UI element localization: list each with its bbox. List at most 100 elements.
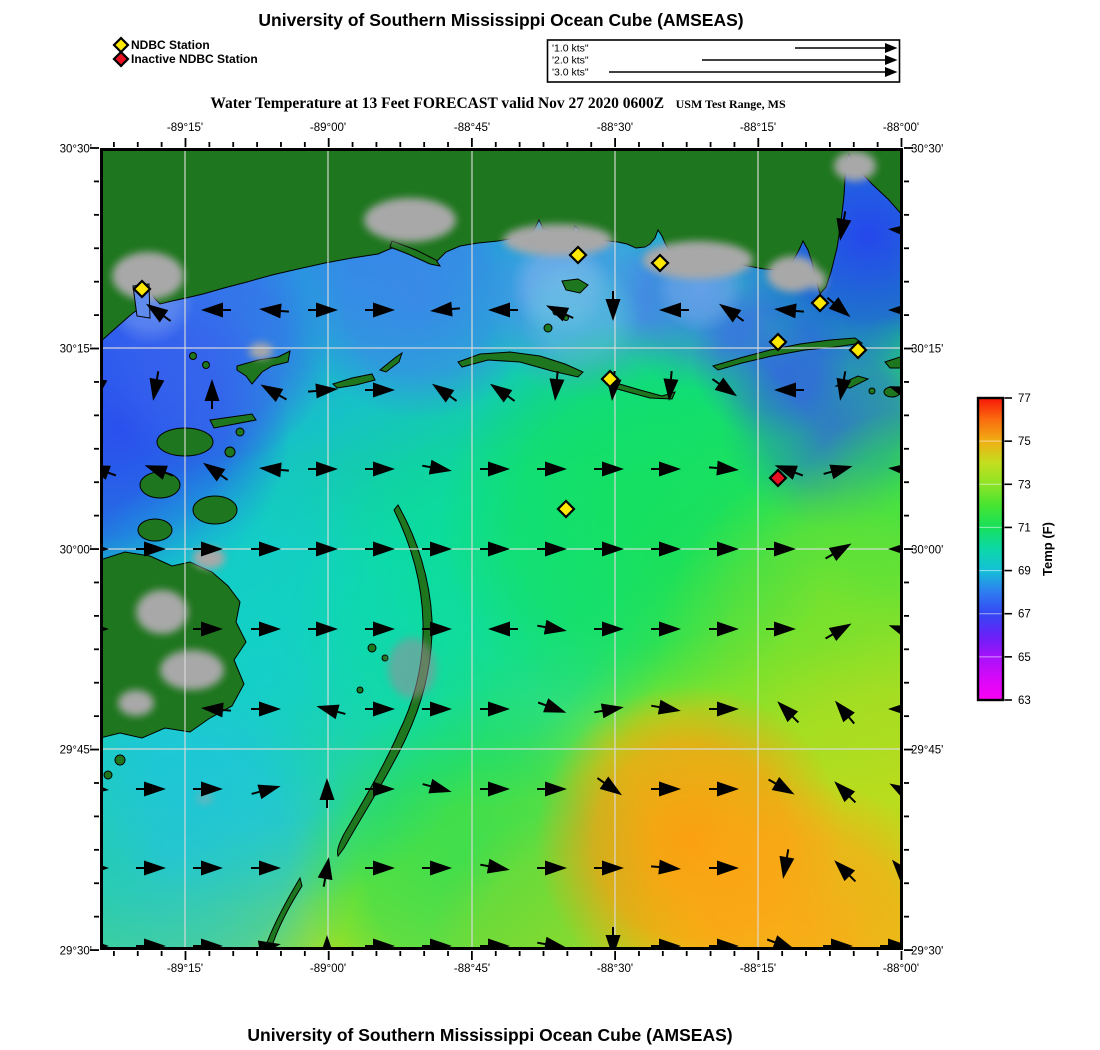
- inactive-ndbc-station-legend-label: Inactive NDBC Station: [131, 52, 258, 66]
- current-vector-arrow: [308, 621, 338, 637]
- current-vector-arrow: [422, 778, 452, 794]
- current-vector-arrow: [823, 464, 853, 480]
- lon-axis-label: -88°45': [454, 122, 490, 134]
- colorbar-tick-label: 69: [1018, 566, 1031, 578]
- vector-scale-label: '2.0 kts": [552, 55, 589, 67]
- deer-island: [561, 278, 589, 294]
- current-vector-arrow: [888, 223, 902, 239]
- horn-island: [457, 351, 584, 378]
- islet: [103, 770, 113, 780]
- dauphin-island: [711, 337, 864, 371]
- current-vector-arrow: [365, 701, 395, 717]
- current-vector-arrow: [594, 541, 624, 557]
- colorbar-tick-label: 67: [1018, 609, 1031, 621]
- vector-scale-row: '1.0 kts": [552, 43, 898, 55]
- current-vector-arrow: [777, 701, 800, 724]
- current-vector-arrow: [709, 860, 739, 876]
- current-vector-arrow: [651, 938, 681, 949]
- current-vector-arrow: [834, 860, 857, 883]
- lon-axis-label: -89°00': [310, 122, 346, 134]
- ndbc-station-legend-label: NDBC Station: [131, 38, 210, 52]
- page-title: University of Southern Mississippi Ocean…: [258, 10, 743, 30]
- current-vector-arrow: [537, 860, 567, 876]
- lat-axis-label: 30°00': [911, 545, 943, 557]
- temp-blob: [101, 665, 360, 949]
- current-vector-arrow: [101, 865, 109, 871]
- current-vector-arrow: [259, 303, 290, 319]
- marsh-spit: [209, 413, 257, 429]
- ship-island-east: [378, 351, 403, 373]
- current-vector-arrow: [480, 858, 510, 874]
- current-vector-arrow: [480, 781, 510, 797]
- ndbc-station-marker: [568, 245, 588, 265]
- current-vector-arrow: [651, 461, 681, 477]
- current-vector-arrow: [537, 781, 567, 797]
- colorbar-tick-label: 75: [1018, 436, 1031, 448]
- current-vector-arrow: [193, 860, 223, 876]
- lat-axis-label: 29°45': [60, 745, 92, 757]
- current-vector-arrow: [825, 543, 852, 561]
- vector-scale-arrow-head: [885, 55, 898, 65]
- current-vector-arrow: [193, 938, 223, 949]
- current-vector-arrow: [204, 379, 220, 409]
- current-vector-arrow: [768, 777, 795, 795]
- lat-axis-label: 30°15': [911, 344, 943, 356]
- current-vector-arrow: [651, 621, 681, 637]
- pass-christian-spit: [389, 240, 442, 267]
- current-vector-arrow: [834, 781, 857, 804]
- current-vector-arrow: [144, 465, 174, 480]
- current-vector-arrow: [594, 703, 624, 719]
- colorbar-tick-label: 73: [1018, 479, 1031, 491]
- current-vector-arrow: [779, 849, 795, 879]
- current-vector-arrow: [365, 781, 395, 797]
- colorbar-tick-label: 77: [1018, 393, 1031, 405]
- lat-axis-label: 29°30': [60, 946, 92, 958]
- current-vector-arrow: [537, 461, 567, 477]
- petit-bois-island: [613, 382, 676, 400]
- current-vector-arrow: [251, 784, 281, 800]
- current-vector-arrow: [430, 301, 461, 317]
- current-vector-arrow: [836, 211, 852, 241]
- ndbc-station-marker: [132, 279, 152, 299]
- current-vector-arrow: [101, 626, 109, 632]
- current-vector-arrow: [317, 857, 333, 887]
- current-vector-arrow: [101, 546, 109, 552]
- current-vector-arrow: [193, 541, 223, 557]
- current-vector-arrow: [709, 621, 739, 637]
- vector-scale-label: '1.0 kts": [552, 43, 589, 55]
- islet: [114, 754, 126, 766]
- current-vector-arrow: [488, 302, 518, 318]
- ndbc-station-marker: [848, 340, 868, 360]
- axis-labels: -89°15' -89°15' -89°00' -89°00' -88°45' -88°4…: [60, 122, 944, 975]
- current-vector-arrow: [774, 465, 804, 480]
- current-vector-arrow: [365, 541, 395, 557]
- current-vector-arrow: [365, 938, 395, 949]
- vector-scale-label: '3.0 kts": [552, 67, 589, 79]
- lon-axis-label: -88°30': [597, 122, 633, 134]
- current-vector-arrow: [136, 781, 166, 797]
- lon-axis-label: -89°15': [167, 122, 203, 134]
- shore-fragment: [884, 355, 902, 369]
- colorbar-border: [976, 396, 1005, 702]
- current-vector-arrow: [596, 776, 623, 796]
- islet: [224, 446, 236, 458]
- current-vector-arrow: [251, 701, 281, 717]
- current-vector-arrow: [489, 383, 516, 403]
- vector-scale-row: '3.0 kts": [552, 67, 898, 79]
- current-vector-arrow: [136, 860, 166, 876]
- current-vector-arrow: [718, 303, 745, 323]
- colorbar-title: Temp (F): [1040, 522, 1055, 576]
- lon-axis-label: -88°00': [883, 963, 919, 975]
- current-vector-arrow: [316, 704, 346, 720]
- current-vector-arrow: [605, 927, 621, 949]
- current-vector-arrow: [480, 461, 510, 477]
- current-vector-arrow: [307, 383, 338, 399]
- current-vector-arrow: [891, 859, 902, 882]
- current-vector-arrow: [834, 700, 855, 725]
- current-vector-arrow: [823, 938, 853, 949]
- current-vector-arrow: [201, 702, 232, 718]
- current-vector-arrow: [202, 462, 229, 482]
- islet: [235, 427, 245, 437]
- lat-axis-label: 30°30': [911, 144, 943, 156]
